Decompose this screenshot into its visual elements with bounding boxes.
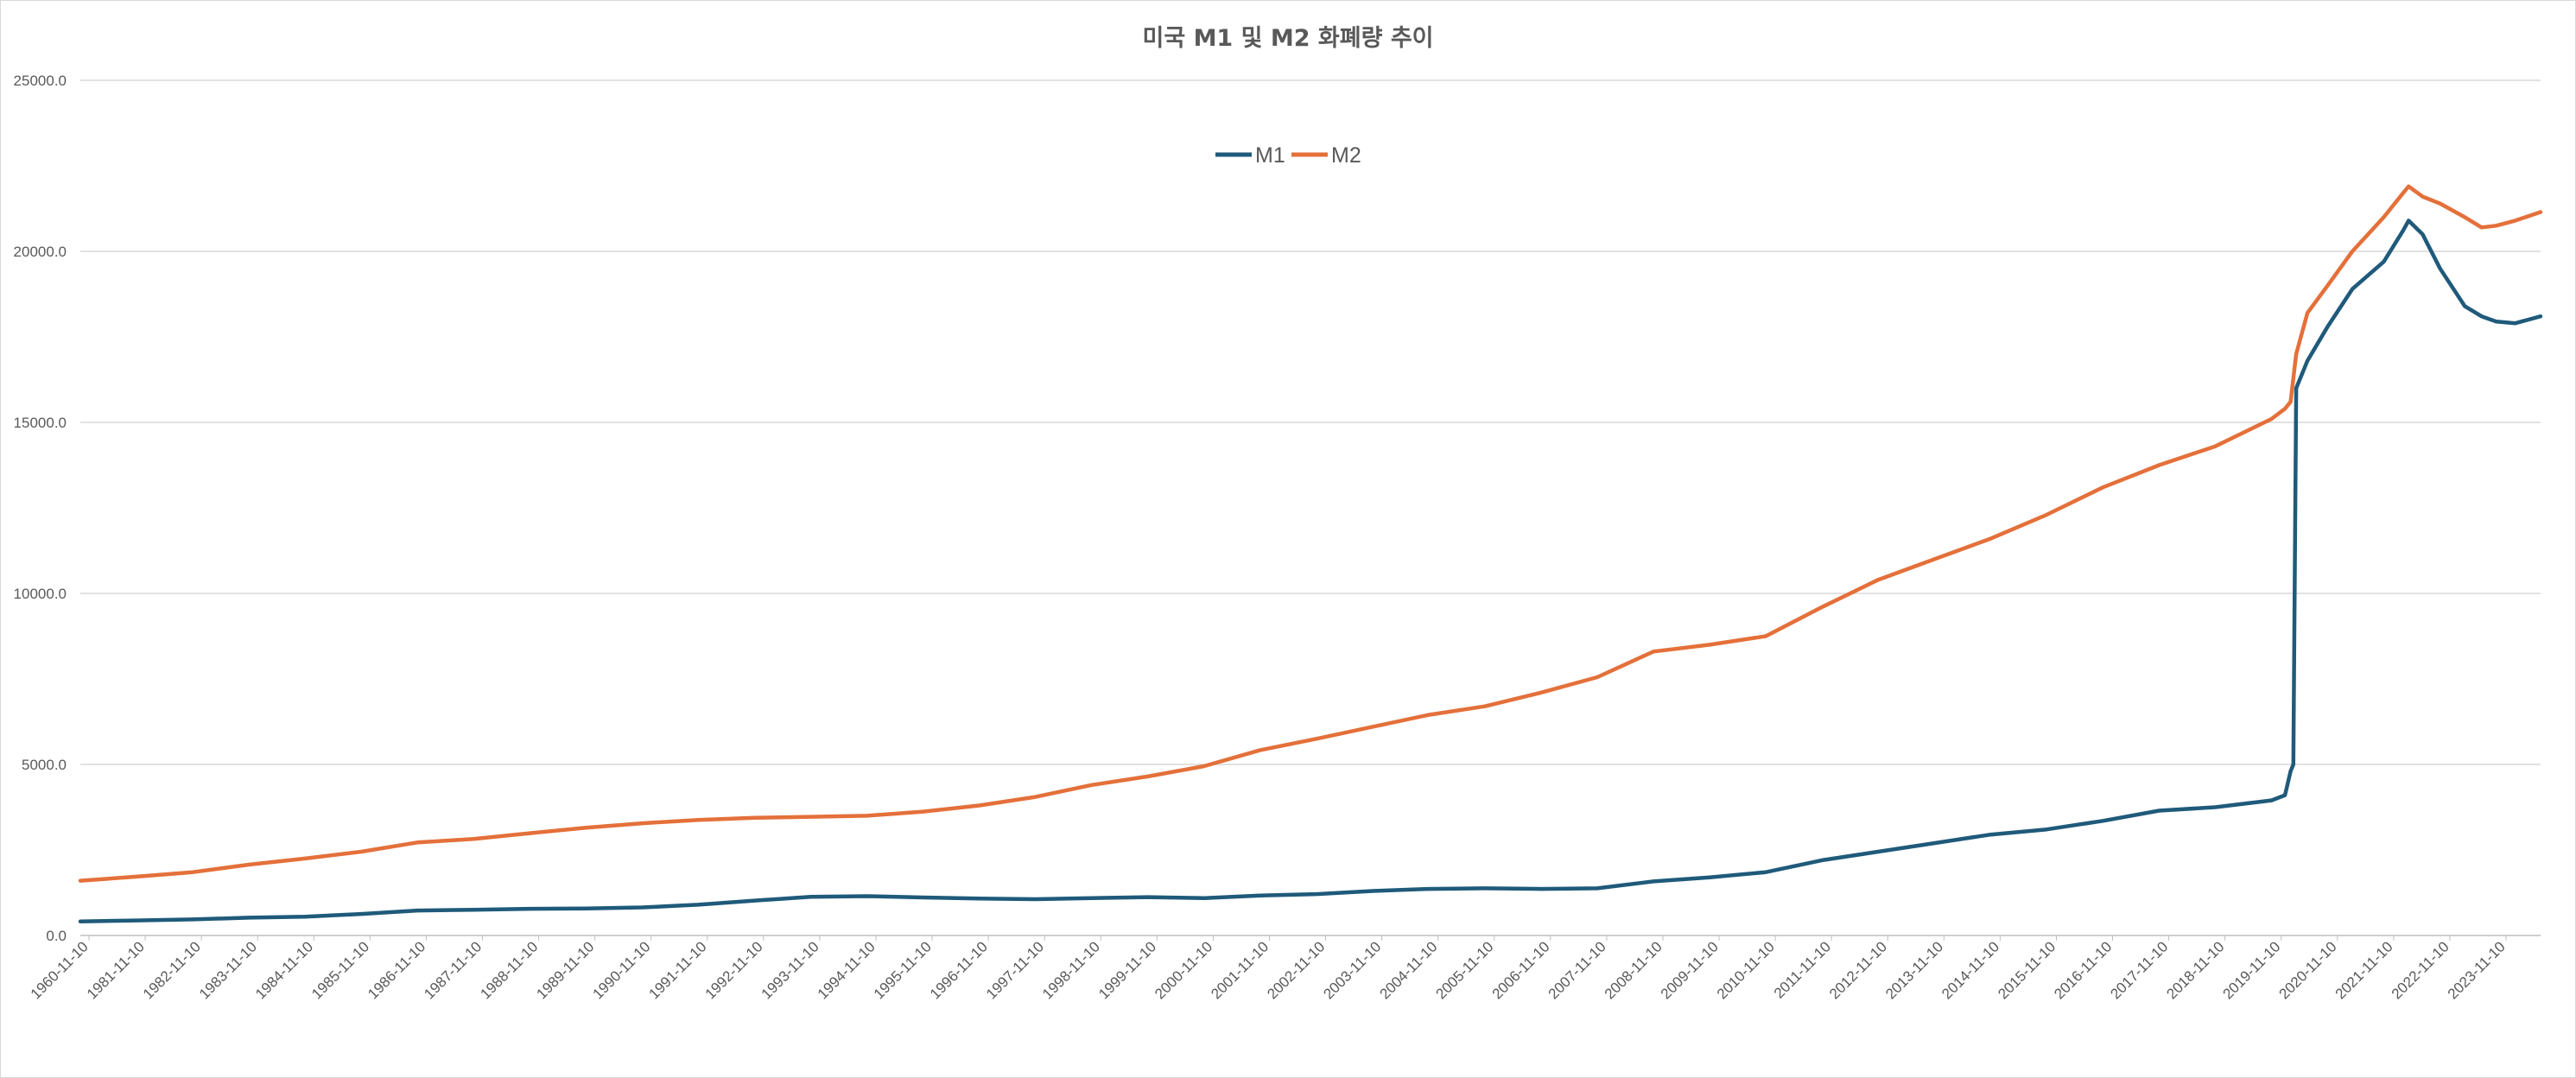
x-tick-label: 1990-11-10 [589,938,653,1002]
x-tick-label: 2016-11-10 [2051,938,2115,1002]
legend-label-m1: M1 [1255,143,1285,168]
x-tick-label: 2000-11-10 [1152,938,1215,1002]
x-tick-label: 2005-11-10 [1433,938,1497,1002]
series-lines [78,184,2543,924]
x-tick-label: 1997-11-10 [983,938,1047,1002]
x-tick-label: 1989-11-10 [533,938,597,1002]
x-tick-label: 1995-11-10 [871,938,935,1002]
x-tick-label: 2001-11-10 [1208,938,1272,1002]
x-tick-label: 2007-11-10 [1545,938,1609,1002]
x-tick-label: 2008-11-10 [1602,938,1666,1002]
x-tick-label: 2022-11-10 [2389,938,2452,1002]
x-tick-label: 1985-11-10 [308,938,372,1002]
x-tick-label: 2010-11-10 [1714,938,1778,1002]
x-tick-label: 1981-11-10 [84,938,148,1002]
y-tick-label: 15000.0 [14,415,67,431]
x-tick-label: 2012-11-10 [1826,938,1890,1002]
series-line-m2 [78,184,2543,883]
x-tick-label: 2018-11-10 [2163,938,2227,1002]
x-axis-ticks: 1960-11-101981-11-101982-11-101983-11-10… [28,935,2509,1002]
legend: M1 M2 [1215,143,1361,168]
x-tick-label: 1998-11-10 [1039,938,1103,1002]
x-tick-label: 2004-11-10 [1376,938,1440,1002]
x-tick-label: 2023-11-10 [2445,938,2509,1002]
x-tick-label: 2011-11-10 [1771,938,1834,1001]
x-tick-label: 2009-11-10 [1658,938,1722,1002]
y-tick-label: 0.0 [46,928,67,944]
x-tick-label: 2003-11-10 [1320,938,1384,1002]
x-tick-label: 2017-11-10 [2107,938,2171,1002]
x-tick-label: 1960-11-10 [28,938,92,1002]
x-tick-label: 1984-11-10 [252,938,316,1002]
chart-title: 미국 M1 및 M2 화폐량 추이 [1142,25,1433,52]
x-tick-label: 2013-11-10 [1882,938,1946,1002]
x-tick-label: 1994-11-10 [815,938,879,1002]
x-tick-label: 2006-11-10 [1489,938,1553,1002]
x-tick-label: 1983-11-10 [196,938,260,1002]
x-tick-label: 1982-11-10 [140,938,204,1002]
x-tick-label: 2015-11-10 [1995,938,2059,1002]
x-tick-label: 1991-11-10 [646,938,710,1002]
y-axis-ticks: 0.0 5000.0 10000.0 15000.0 20000.0 25000.0 [14,73,67,944]
x-tick-label: 1987-11-10 [421,938,485,1002]
series-line-m1 [78,219,2543,924]
y-tick-label: 25000.0 [14,73,67,89]
x-tick-label: 2020-11-10 [2276,938,2340,1002]
y-tick-label: 5000.0 [22,757,67,773]
x-tick-label: 1993-11-10 [758,938,822,1002]
y-tick-label: 20000.0 [14,244,67,260]
x-tick-label: 1996-11-10 [927,938,991,1002]
x-tick-label: 1992-11-10 [702,938,766,1002]
x-tick-label: 2021-11-10 [2332,938,2396,1002]
x-tick-label: 2014-11-10 [1938,938,2002,1002]
x-tick-label: 1986-11-10 [365,938,428,1002]
x-tick-label: 2002-11-10 [1264,938,1328,1002]
x-tick-label: 1999-11-10 [1095,938,1159,1002]
x-tick-label: 2019-11-10 [2220,938,2284,1002]
legend-label-m2: M2 [1331,143,1361,168]
gridlines [80,79,2541,936]
x-tick-label: 1988-11-10 [477,938,541,1002]
y-tick-label: 10000.0 [14,586,67,602]
